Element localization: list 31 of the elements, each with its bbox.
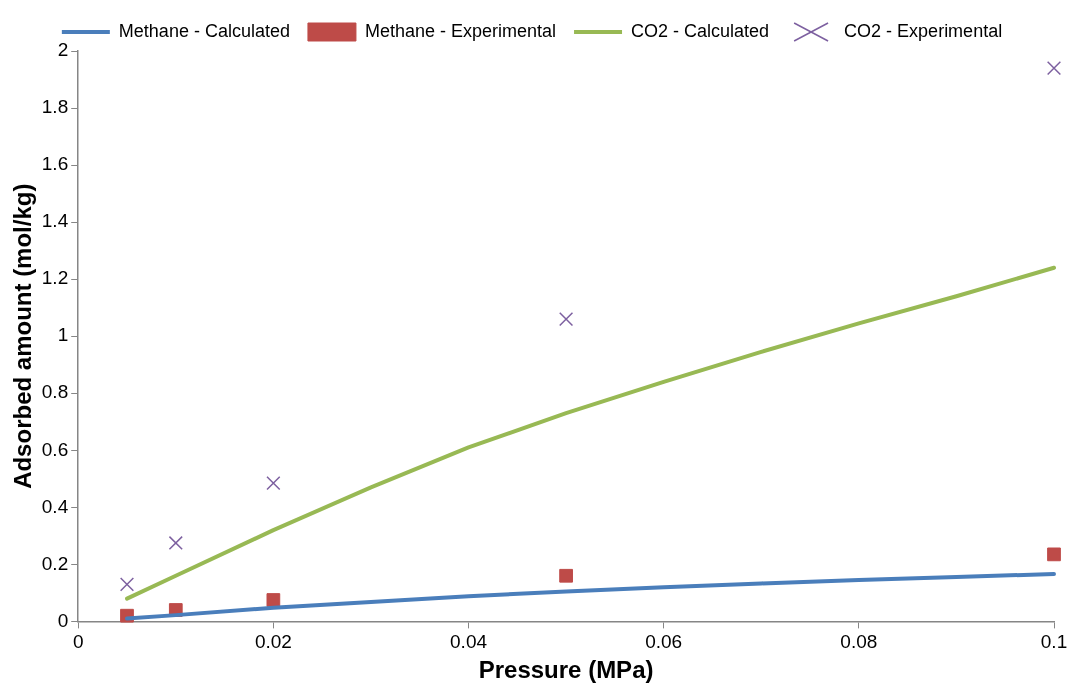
y-tick-label: 0.8 — [41, 381, 69, 403]
legend-label: Methane - Calculated — [118, 20, 290, 41]
x-tick-label: 0.08 — [840, 631, 878, 653]
y-tick-label: 1.2 — [41, 267, 69, 289]
x-tick-label: 0.04 — [450, 631, 488, 653]
legend-label: CO2 - Experimental — [844, 20, 1003, 41]
point — [1046, 61, 1062, 76]
point — [559, 568, 573, 583]
legend-label: Methane - Experimental — [364, 20, 557, 41]
y-tick-label: 2 — [57, 39, 69, 61]
y-tick-label: 1.6 — [41, 153, 69, 175]
x-axis-title: Pressure (MPa) — [478, 656, 654, 684]
y-tick-label: 0.2 — [41, 552, 69, 574]
y-axis-title: Adsorbed amount (mol/kg) — [9, 183, 37, 489]
y-tick-label: 1 — [57, 324, 69, 346]
legend-label: CO2 - Calculated — [631, 20, 770, 41]
y-tick-label: 0 — [57, 609, 69, 631]
x-tick-label: 0 — [72, 631, 84, 653]
point — [266, 475, 281, 491]
x-tick-label: 0.1 — [1040, 631, 1068, 653]
point — [168, 535, 183, 551]
point — [119, 577, 135, 592]
x-tick-label: 0.02 — [254, 631, 292, 653]
point — [558, 311, 574, 327]
point — [1047, 547, 1061, 562]
point — [266, 593, 281, 607]
y-tick-label: 1.4 — [41, 210, 69, 232]
y-tick-label: 1.8 — [41, 96, 69, 118]
x-tick-label: 0.06 — [645, 631, 683, 653]
y-tick-label: 0.4 — [41, 495, 69, 517]
y-tick-label: 0.6 — [41, 438, 69, 460]
